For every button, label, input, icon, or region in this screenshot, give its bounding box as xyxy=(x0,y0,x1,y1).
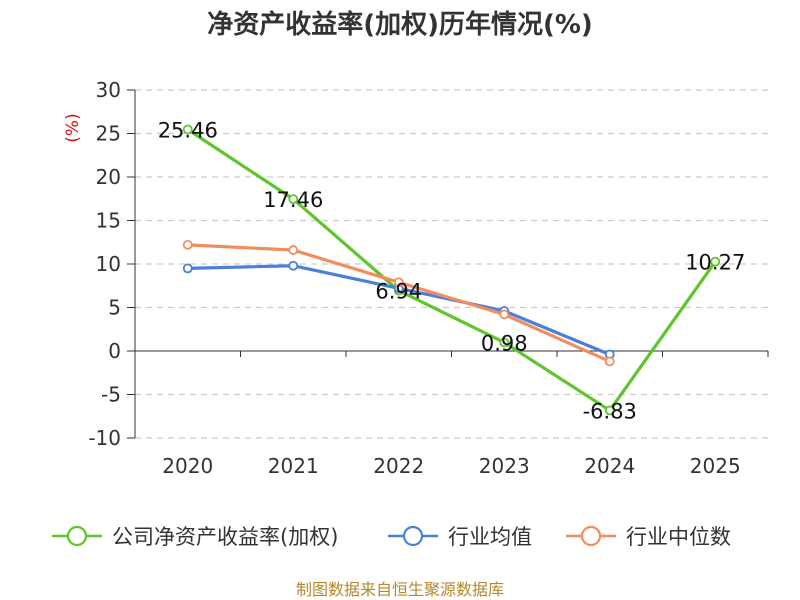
data-label: 17.46 xyxy=(263,188,323,212)
source-note: 制图数据来自恒生聚源数据库 xyxy=(296,580,504,599)
x-tick-label: 2024 xyxy=(584,454,635,478)
y-tick-label: 30 xyxy=(96,78,121,102)
x-tick-label: 2021 xyxy=(268,454,319,478)
grid-lines xyxy=(135,89,768,439)
y-axis-unit: (%) xyxy=(63,113,83,142)
y-tick-label: 5 xyxy=(108,296,121,320)
data-label: 6.94 xyxy=(375,280,422,304)
y-tick-label: 0 xyxy=(108,339,121,363)
series-point-0[interactable] xyxy=(710,256,721,267)
chart-title: 净资产收益率(加权)历年情况(%) xyxy=(207,9,593,40)
series-point-1[interactable] xyxy=(288,260,299,271)
series-point-0[interactable] xyxy=(182,124,193,135)
y-tick-label: 20 xyxy=(96,165,121,189)
y-tick-label: 10 xyxy=(96,252,121,276)
data-label: 0.98 xyxy=(481,331,528,355)
data-label: -6.83 xyxy=(583,399,637,423)
series-line-0 xyxy=(186,128,717,413)
series-point-0[interactable] xyxy=(288,194,299,204)
legend[interactable]: 公司净资产收益率(加权) 行业均值 行业中位数 xyxy=(52,525,731,549)
x-tick-label: 2022 xyxy=(373,454,424,478)
data-labels: 25.46 17.46 6.94 0.98 -6.83 10.27 xyxy=(158,118,746,423)
legend-label-2[interactable]: 行业中位数 xyxy=(626,525,731,549)
series-point-2[interactable] xyxy=(499,309,510,320)
series-point-2[interactable] xyxy=(604,356,615,367)
series-point-2[interactable] xyxy=(393,277,404,288)
series-group xyxy=(182,124,721,416)
y-tick-label: -5 xyxy=(101,383,121,407)
series-point-0[interactable] xyxy=(604,405,615,416)
y-tick-label: -10 xyxy=(88,426,121,450)
legend-marker-1[interactable] xyxy=(402,525,424,547)
legend-label-1[interactable]: 行业均值 xyxy=(448,525,532,549)
series-point-1[interactable] xyxy=(182,263,193,274)
x-tick-label: 2025 xyxy=(690,454,741,478)
y-tick-label: 15 xyxy=(96,209,121,233)
data-label: 10.27 xyxy=(685,251,745,275)
legend-marker-2[interactable] xyxy=(580,525,602,547)
x-tick-label: 2020 xyxy=(162,454,213,478)
series-point-2[interactable] xyxy=(288,245,299,255)
x-tick-label: 2023 xyxy=(479,454,530,478)
y-tick-label: 25 xyxy=(96,122,121,146)
series-point-2[interactable] xyxy=(182,239,193,250)
legend-marker-0[interactable] xyxy=(66,525,88,547)
data-label: 25.46 xyxy=(158,118,218,142)
axes: 30 25 20 15 10 5 0 -5 -10 2020 2021 2022 2023 2024 202… xyxy=(88,78,769,478)
series-point-0[interactable] xyxy=(499,337,510,348)
legend-label-0[interactable]: 公司净资产收益率(加权) xyxy=(112,525,338,549)
